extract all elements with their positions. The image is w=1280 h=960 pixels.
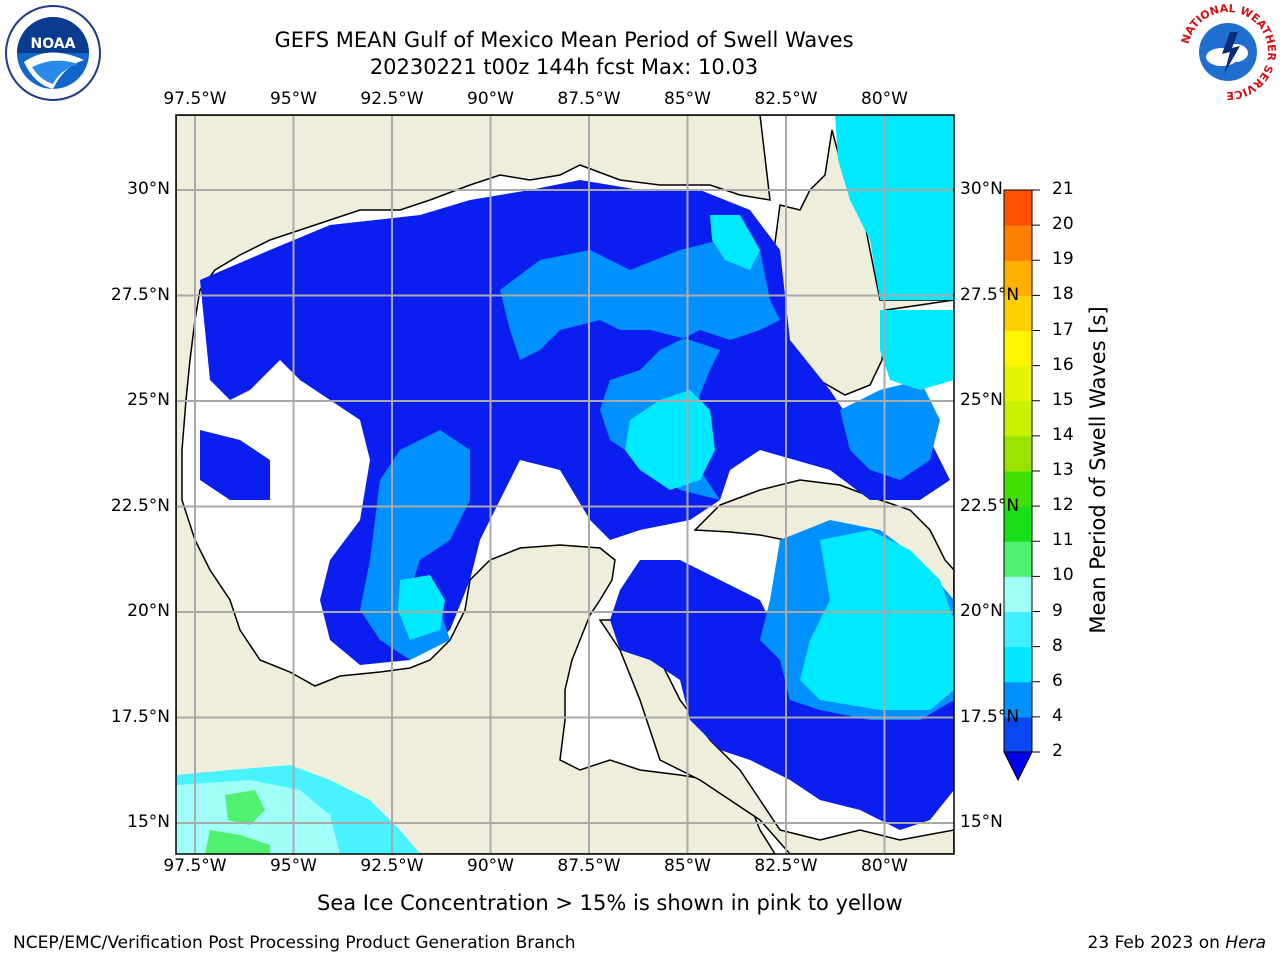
lon-label: 80°W bbox=[861, 89, 908, 109]
chart-subtitle: 20230221 t00z 144h fcst Max: 10.03 bbox=[369, 55, 759, 79]
colorbar-segment bbox=[1004, 471, 1032, 507]
lon-label: 82.5°W bbox=[754, 89, 818, 109]
colorbar-segment bbox=[1004, 611, 1032, 648]
colorbar-tick-label: 2 bbox=[1052, 741, 1063, 761]
lon-label: 85°W bbox=[664, 856, 711, 876]
lon-label: 92.5°W bbox=[360, 89, 424, 109]
lat-label-right: 22.5°N bbox=[960, 495, 1020, 516]
colorbar-segment bbox=[1004, 330, 1032, 367]
colorbar-segment bbox=[1004, 260, 1032, 296]
colorbar-tick-label: 14 bbox=[1052, 424, 1074, 445]
lon-label: 95°W bbox=[270, 856, 317, 876]
colorbar-segment bbox=[1004, 365, 1032, 402]
lon-label: 90°W bbox=[467, 856, 514, 876]
swell-region-dark-blue bbox=[200, 180, 954, 830]
colorbar-under-arrow bbox=[1003, 751, 1033, 782]
lon-label: 95°W bbox=[270, 89, 317, 109]
lat-label-right: 25°N bbox=[960, 390, 1003, 410]
colorbar bbox=[1003, 189, 1040, 782]
colorbar-tick-label: 20 bbox=[1052, 214, 1074, 235]
colorbar-tick-label: 17 bbox=[1052, 319, 1074, 340]
nws-logo: NATIONAL WEATHER SERVICE bbox=[1179, 2, 1278, 102]
colorbar-segment bbox=[1004, 541, 1032, 577]
lat-label-left: 17.5°N bbox=[110, 706, 170, 727]
lat-label-right: 17.5°N bbox=[960, 706, 1020, 727]
lat-label-right: 15°N bbox=[960, 812, 1003, 832]
colorbar-segment bbox=[1004, 435, 1032, 472]
colorbar-tick-label: 4 bbox=[1052, 705, 1063, 726]
colorbar-tick-label: 11 bbox=[1052, 530, 1074, 551]
colorbar-segment bbox=[1004, 506, 1032, 542]
lat-label-left: 27.5°N bbox=[110, 284, 170, 305]
lat-label-right: 27.5°N bbox=[960, 284, 1020, 305]
colorbar-segment bbox=[1004, 190, 1032, 226]
colorbar-segment bbox=[1004, 681, 1032, 718]
lon-label: 87.5°W bbox=[557, 856, 621, 876]
colorbar-segment bbox=[1004, 646, 1032, 683]
colorbar-tick-label: 13 bbox=[1052, 460, 1074, 480]
colorbar-segment bbox=[1004, 225, 1032, 261]
colorbar-segment bbox=[1004, 295, 1032, 331]
lon-label: 90°W bbox=[467, 89, 514, 109]
map-frame bbox=[175, 114, 955, 855]
swell-region-cyan bbox=[398, 115, 954, 710]
colorbar-tick-label: 6 bbox=[1052, 670, 1063, 691]
colorbar-tick-label: 18 bbox=[1052, 284, 1074, 305]
colorbar-tick-label: 8 bbox=[1052, 635, 1063, 656]
date-text: 23 Feb 2023 on bbox=[1087, 933, 1226, 953]
lat-label-left: 25°N bbox=[127, 390, 170, 410]
machine-name: Hera bbox=[1225, 933, 1266, 953]
lon-label: 97.5°W bbox=[163, 856, 227, 876]
lon-label: 80°W bbox=[861, 856, 908, 876]
colorbar-segment bbox=[1004, 716, 1032, 753]
colorbar-tick-label: 10 bbox=[1052, 565, 1074, 586]
colorbar-tick-label: 21 bbox=[1052, 179, 1074, 199]
lat-label-left: 20°N bbox=[127, 601, 170, 621]
lat-label-left: 22.5°N bbox=[110, 495, 170, 516]
credit-line: NCEP/EMC/Verification Post Processing Pr… bbox=[13, 933, 576, 953]
lat-label-right: 20°N bbox=[960, 601, 1003, 621]
colorbar-tick-label: 12 bbox=[1052, 495, 1074, 516]
lat-label-left: 15°N bbox=[127, 812, 170, 832]
chart-title: GEFS MEAN Gulf of Mexico Mean Period of … bbox=[274, 28, 854, 52]
swell-region-medium-blue bbox=[360, 240, 954, 720]
lon-label: 92.5°W bbox=[360, 856, 424, 876]
footnote: Sea Ice Concentration > 15% is shown in … bbox=[317, 891, 903, 915]
lon-label: 82.5°W bbox=[754, 856, 818, 876]
lat-label-right: 30°N bbox=[960, 179, 1003, 199]
colorbar-tick-label: 16 bbox=[1052, 354, 1074, 375]
lon-label: 85°W bbox=[664, 89, 711, 109]
colorbar-tick-label: 9 bbox=[1052, 600, 1063, 621]
lon-label: 97.5°W bbox=[163, 89, 227, 109]
colorbar-title: Mean Period of Swell Waves [s] bbox=[1086, 306, 1110, 634]
colorbar-tick-label: 15 bbox=[1052, 389, 1074, 410]
lon-label: 87.5°W bbox=[557, 89, 621, 109]
colorbar-segment bbox=[1004, 576, 1032, 612]
colorbar-tick-label: 19 bbox=[1052, 249, 1074, 270]
noaa-logo: NOAA bbox=[5, 5, 101, 101]
svg-text:NOAA: NOAA bbox=[31, 36, 76, 52]
colorbar-segment bbox=[1004, 400, 1032, 437]
date-stamp: 23 Feb 2023 on Hera bbox=[1088, 933, 1266, 953]
lat-label-left: 30°N bbox=[127, 179, 170, 199]
